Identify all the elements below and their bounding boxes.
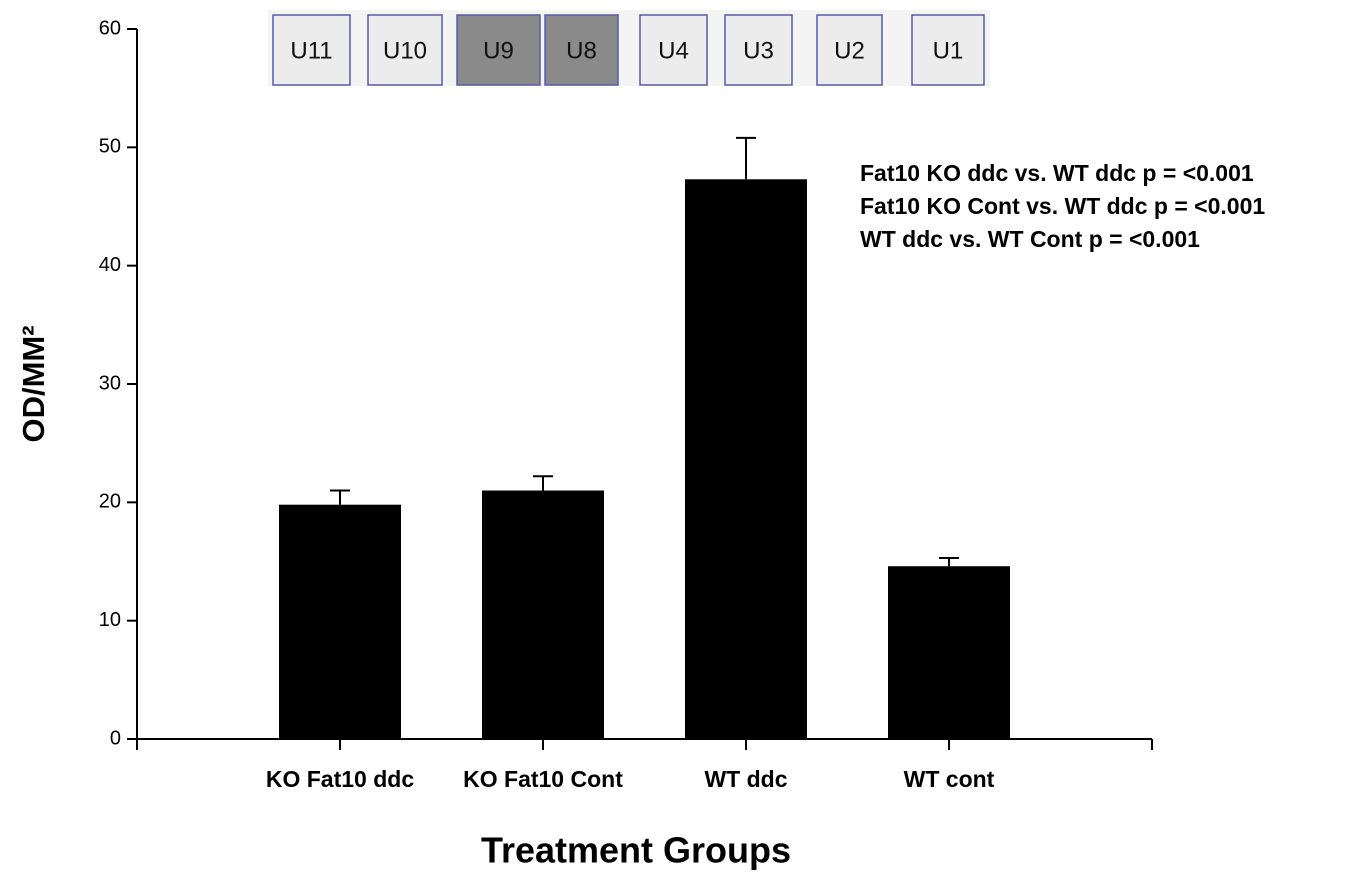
blot-lane-label: U1 [933,37,964,64]
y-tick-label: 0 [110,727,121,749]
blot-lane-label: U3 [743,37,774,64]
bar [888,566,1010,739]
annotation: Fat10 KO ddc vs. WT ddc p = <0.001 [860,160,1254,186]
x-tick-label: WT ddc [704,766,787,792]
blot-lane-label: U8 [566,37,597,64]
x-tick-label: KO Fat10 ddc [266,766,414,792]
x-tick-label: KO Fat10 Cont [463,766,623,792]
y-tick-label: 60 [99,17,121,39]
blot-lane-label: U11 [290,37,332,64]
y-tick-label: 30 [99,372,121,394]
bar [685,179,807,739]
y-tick-label: 50 [99,136,121,158]
x-tick-label: WT cont [904,766,995,792]
y-axis-label: OD/MM² [16,325,51,442]
annotation: Fat10 KO Cont vs. WT ddc p = <0.001 [860,193,1265,219]
x-axis-label: Treatment Groups [481,830,791,871]
y-tick-label: 40 [99,254,121,276]
y-tick-label: 20 [99,491,121,513]
annotation: WT ddc vs. WT Cont p = <0.001 [860,226,1200,252]
blot-lane-label: U9 [483,37,514,64]
blot-lane-label: U2 [834,37,865,64]
blot-lane-label: U4 [658,37,689,64]
bar [482,491,604,740]
chart: Treatment Groups OD/MM² U11U10U9U8U4U3U2… [0,0,1371,874]
bar [279,505,401,739]
y-tick-label: 10 [99,609,121,631]
blot-lane-label: U10 [383,37,427,64]
